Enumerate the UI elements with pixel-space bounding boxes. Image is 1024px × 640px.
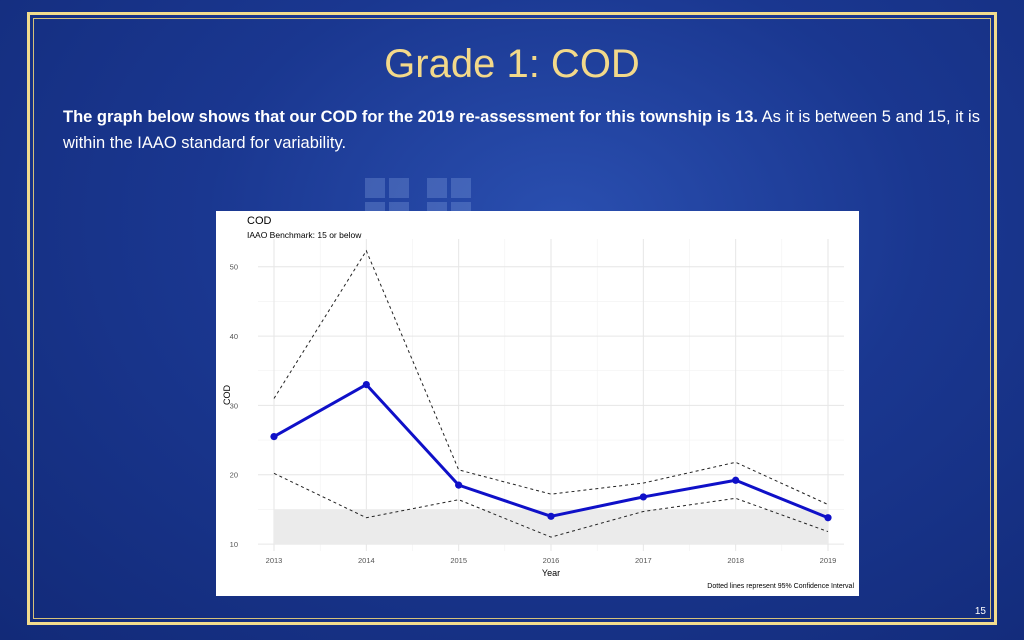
ci-lower-line	[273, 472, 829, 538]
data-point	[732, 476, 740, 484]
data-point	[547, 512, 555, 520]
x-tick-label: 2015	[450, 556, 467, 565]
y-tick-label: 20	[230, 471, 238, 480]
slide-frame-inner	[33, 18, 991, 619]
y-tick-label: 10	[230, 540, 238, 549]
ci-upper-line	[273, 249, 829, 506]
description-rest: As it is between 5 and 15, it is within …	[63, 108, 980, 152]
y-axis-label: COD	[222, 385, 232, 406]
x-tick-label: 2019	[820, 556, 837, 565]
y-tick-label: 40	[230, 332, 238, 341]
slide-description: The graph below shows that our COD for t…	[63, 104, 983, 156]
data-point	[824, 514, 832, 522]
data-point	[270, 433, 278, 441]
page-number: 15	[974, 606, 986, 617]
data-point	[362, 381, 370, 389]
x-axis-label: Year	[542, 568, 560, 578]
x-tick-label: 2018	[727, 556, 744, 565]
data-point	[455, 481, 463, 489]
x-tick-label: 2017	[635, 556, 652, 565]
slide-title: Grade 1: COD	[384, 42, 640, 86]
chart-svg: 10 20 30 40 50 2013 2014 2015 2016 2017 2018 2019 CO…	[222, 215, 854, 590]
x-tick-label: 2013	[266, 556, 283, 565]
y-tick-label: 50	[230, 263, 238, 272]
data-point	[639, 493, 647, 501]
slide-frame-outer	[27, 12, 997, 625]
x-tick-label: 2014	[358, 556, 375, 565]
chart-caption: Dotted lines represent 95% Confidence In…	[707, 583, 854, 590]
description-bold: The graph below shows that our COD for t…	[63, 108, 758, 126]
chart-title: COD	[247, 215, 272, 227]
chart-subtitle: IAAO Benchmark: 15 or below	[247, 230, 362, 240]
y-tick-label: 30	[230, 401, 238, 410]
cod-chart: 10 20 30 40 50 2013 2014 2015 2016 2017 2018 2019 CO…	[216, 211, 859, 596]
x-tick-label: 2016	[543, 556, 560, 565]
